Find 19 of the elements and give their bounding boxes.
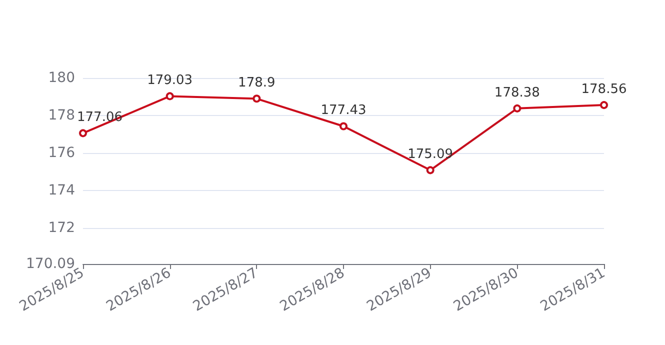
- point: [513, 104, 522, 112]
- data-label: 175.09: [408, 147, 454, 162]
- data-label: 178.38: [494, 85, 540, 100]
- y-tick-label: 178: [48, 108, 75, 124]
- point: [600, 101, 608, 110]
- data-label: 177.43: [320, 103, 366, 118]
- data-label: 178.56: [581, 82, 627, 98]
- point: [340, 122, 348, 130]
- y-tick-label: 172: [48, 220, 75, 236]
- point: [252, 94, 261, 103]
- y-tick-label: 180: [48, 70, 75, 86]
- point: [79, 129, 87, 138]
- y-tick-label: 176: [48, 145, 76, 162]
- point: [166, 92, 174, 100]
- data-label: 178.9: [238, 76, 276, 91]
- y-tick-label: 174: [48, 182, 76, 199]
- point: [426, 166, 434, 174]
- y-tick-label: 170.09: [26, 256, 75, 272]
- data-label: 179.03: [147, 73, 193, 88]
